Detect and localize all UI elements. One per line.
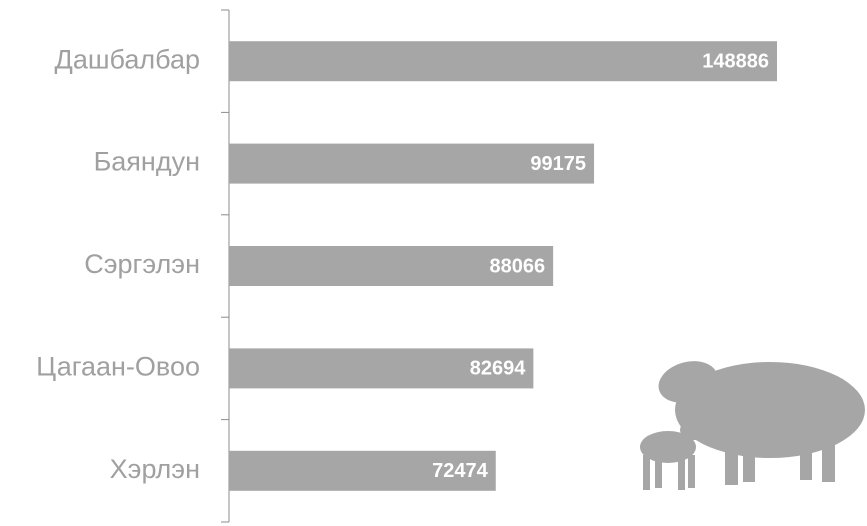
bar <box>229 348 534 389</box>
bar <box>229 246 554 286</box>
value-label: 148886 <box>702 50 769 72</box>
bar <box>229 41 777 82</box>
category-label: Дашбалбар <box>55 44 200 74</box>
category-label: Сэргэлэн <box>84 249 200 279</box>
value-label: 72474 <box>432 460 488 482</box>
category-label: Хэрлэн <box>110 454 200 484</box>
value-label: 99175 <box>530 153 586 175</box>
bar <box>229 143 595 184</box>
sheep-illustration <box>640 361 865 490</box>
value-label: 88066 <box>490 255 546 277</box>
category-label: Баяндун <box>94 147 200 177</box>
value-label: 82694 <box>470 358 526 380</box>
bar <box>229 450 496 491</box>
category-label: Цагаан-Овоо <box>36 352 200 382</box>
